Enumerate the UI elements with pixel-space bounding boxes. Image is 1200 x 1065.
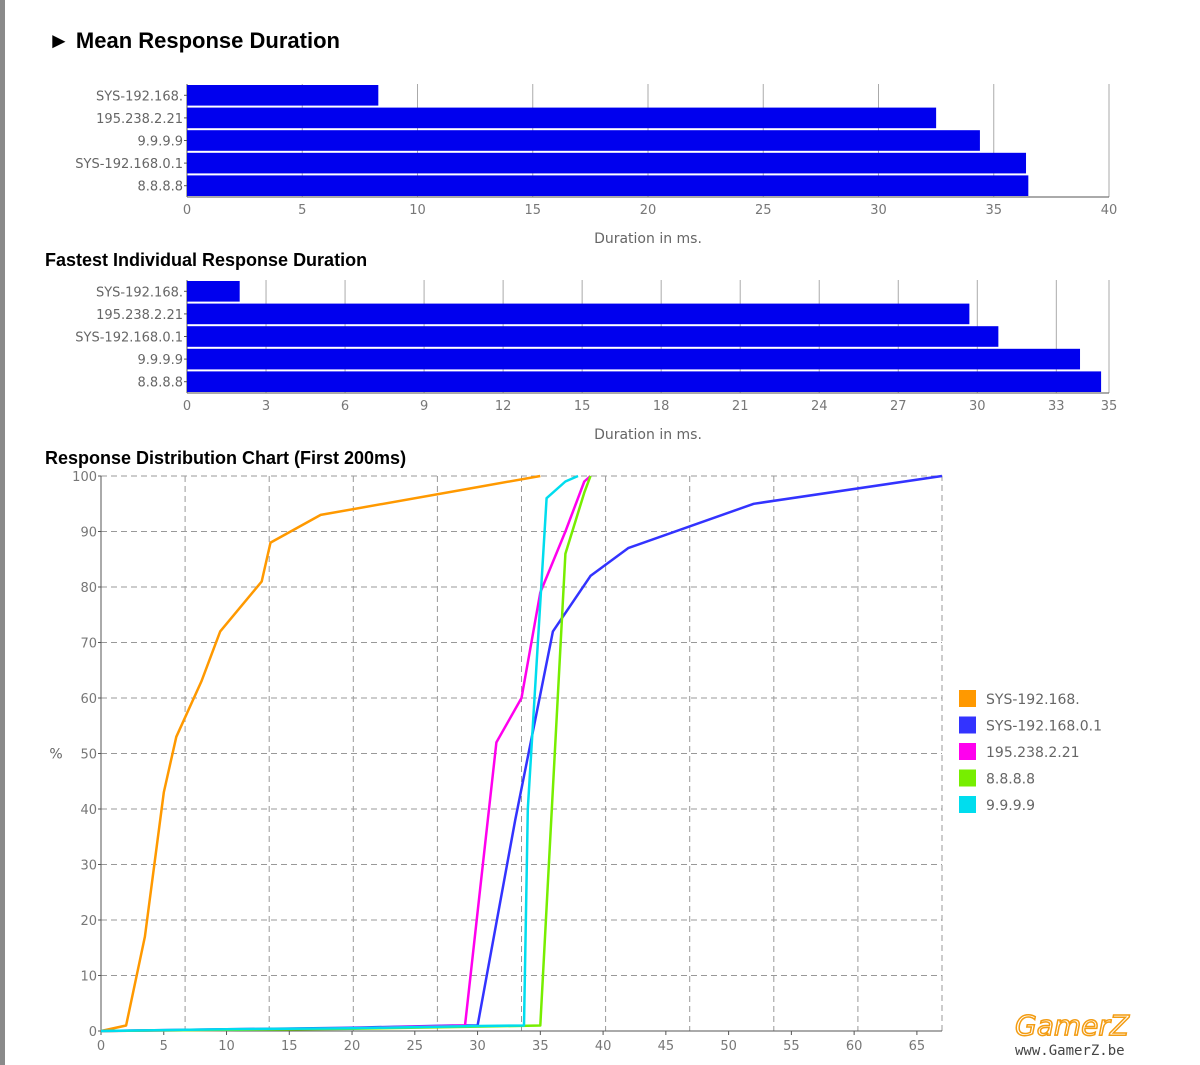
category-label: 195.238.2.21 bbox=[96, 308, 183, 323]
x-tick-label: 12 bbox=[495, 399, 512, 414]
y-axis-title: % bbox=[49, 747, 62, 763]
mean-response-title: ► Mean Response Duration bbox=[48, 28, 340, 54]
bar bbox=[187, 371, 1102, 392]
x-tick-label: 35 bbox=[1101, 399, 1118, 414]
x-tick-label: 35 bbox=[532, 1039, 549, 1054]
legend-swatch bbox=[959, 743, 976, 760]
legend-label: SYS-192.168. bbox=[986, 692, 1080, 708]
y-tick-label: 90 bbox=[80, 526, 97, 541]
series-line bbox=[100, 474, 541, 1033]
x-tick-label: 5 bbox=[160, 1039, 168, 1054]
bar bbox=[187, 85, 379, 106]
x-tick-label: 0 bbox=[183, 399, 191, 414]
x-tick-label: 30 bbox=[469, 1039, 486, 1054]
response-distribution-chart: 0 10 20 30 40 50 60 70 80 90 100 0 5 10 15 20 25 30 35 40 45… bbox=[49, 470, 1102, 1054]
x-tick-label: 5 bbox=[298, 203, 306, 218]
x-tick-label: 40 bbox=[1101, 203, 1118, 218]
y-tick-label: 60 bbox=[80, 692, 97, 707]
x-tick-label: 40 bbox=[595, 1039, 612, 1054]
y-tick-label: 70 bbox=[80, 637, 97, 652]
bar bbox=[187, 348, 1081, 370]
category-label: 195.238.2.21 bbox=[96, 112, 183, 127]
category-label: SYS-192.168. bbox=[96, 285, 183, 300]
bar bbox=[187, 107, 937, 129]
bar bbox=[187, 175, 1029, 196]
legend-label: 9.9.9.9 bbox=[986, 798, 1035, 814]
category-label: 8.8.8.8 bbox=[138, 376, 183, 391]
x-tick-label: 21 bbox=[732, 399, 749, 414]
category-label: 8.8.8.8 bbox=[138, 180, 183, 195]
x-tick-label: 15 bbox=[574, 399, 591, 414]
legend-swatch bbox=[959, 690, 976, 707]
y-tick-label: 20 bbox=[80, 914, 97, 929]
y-tick-label: 80 bbox=[80, 581, 97, 596]
fastest-response-title: Fastest Individual Response Duration bbox=[45, 250, 368, 270]
x-axis-title: Duration in ms. bbox=[594, 427, 702, 443]
bar bbox=[187, 303, 970, 325]
distribution-chart-title: Response Distribution Chart (First 200ms… bbox=[45, 448, 407, 468]
x-tick-label: 6 bbox=[341, 399, 349, 414]
x-tick-label: 30 bbox=[870, 203, 887, 218]
legend-label: 195.238.2.21 bbox=[986, 745, 1080, 761]
bar bbox=[187, 281, 240, 302]
watermark-logo: GamerZ bbox=[1015, 1009, 1130, 1042]
fastest-duration-chart: 0 3 6 9 12 15 18 21 24 27 30 33 35 SYS-192.168. 195.23… bbox=[75, 280, 1117, 443]
category-label: SYS-192.168.0.1 bbox=[75, 157, 183, 172]
triangle-arrow-icon: ► bbox=[48, 28, 70, 53]
legend-swatch bbox=[959, 796, 976, 813]
x-tick-label: 65 bbox=[909, 1039, 926, 1054]
y-tick-label: 50 bbox=[80, 748, 97, 763]
category-label: 9.9.9.9 bbox=[138, 353, 183, 368]
x-tick-label: 25 bbox=[755, 203, 772, 218]
x-axis-title: Duration in ms. bbox=[594, 231, 702, 247]
mean-duration-chart: 0 5 10 15 20 25 30 35 40 SYS-192.168. 195.238.2.21… bbox=[75, 84, 1117, 247]
bar bbox=[187, 130, 980, 151]
x-tick-label: 30 bbox=[969, 399, 986, 414]
series-line bbox=[100, 474, 579, 1033]
legend-label: 8.8.8.8 bbox=[986, 772, 1035, 788]
x-tick-label: 25 bbox=[407, 1039, 424, 1054]
watermark-url: www.GamerZ.be bbox=[1015, 1043, 1125, 1059]
x-tick-label: 18 bbox=[653, 399, 670, 414]
watermark: GamerZ www.GamerZ.be bbox=[1014, 1008, 1130, 1059]
legend-label: SYS-192.168.0.1 bbox=[986, 719, 1102, 735]
category-label: 9.9.9.9 bbox=[138, 135, 183, 150]
y-tick-label: 40 bbox=[80, 803, 97, 818]
x-tick-label: 50 bbox=[720, 1039, 737, 1054]
category-label: SYS-192.168. bbox=[96, 89, 183, 104]
x-tick-label: 9 bbox=[420, 399, 428, 414]
x-tick-label: 55 bbox=[783, 1039, 800, 1054]
y-tick-label: 30 bbox=[80, 859, 97, 874]
left-border bbox=[0, 0, 5, 1065]
y-tick-label: 10 bbox=[80, 970, 97, 985]
x-tick-label: 45 bbox=[658, 1039, 675, 1054]
category-label: SYS-192.168.0.1 bbox=[75, 331, 183, 346]
x-tick-label: 33 bbox=[1048, 399, 1065, 414]
x-tick-label: 24 bbox=[811, 399, 828, 414]
x-tick-label: 15 bbox=[281, 1039, 298, 1054]
x-tick-label: 10 bbox=[409, 203, 426, 218]
x-tick-label: 20 bbox=[640, 203, 657, 218]
legend-swatch bbox=[959, 769, 976, 787]
mean-response-title-text: Mean Response Duration bbox=[75, 28, 340, 53]
x-tick-label: 35 bbox=[985, 203, 1002, 218]
x-tick-label: 60 bbox=[846, 1039, 863, 1054]
y-tick-label: 0 bbox=[89, 1025, 97, 1040]
legend-swatch bbox=[959, 716, 976, 734]
x-tick-label: 15 bbox=[524, 203, 541, 218]
x-tick-label: 10 bbox=[218, 1039, 235, 1054]
x-tick-label: 3 bbox=[262, 399, 270, 414]
bar bbox=[187, 326, 999, 347]
x-tick-label: 0 bbox=[183, 203, 191, 218]
bar bbox=[187, 152, 1027, 174]
x-tick-label: 0 bbox=[97, 1039, 105, 1054]
y-tick-label: 100 bbox=[72, 470, 97, 485]
x-tick-label: 20 bbox=[344, 1039, 361, 1054]
x-tick-label: 27 bbox=[890, 399, 907, 414]
